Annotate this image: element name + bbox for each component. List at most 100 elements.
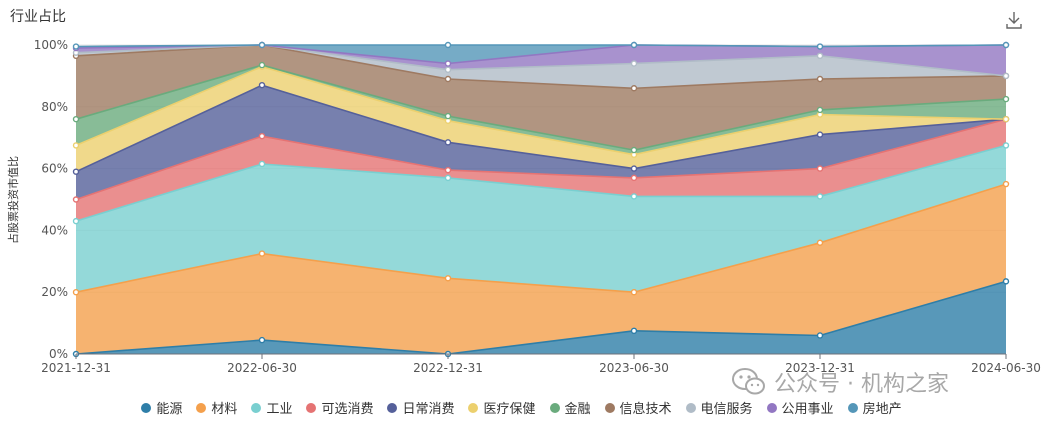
point-工业[interactable] xyxy=(72,217,80,225)
legend-item[interactable]: 可选消费 xyxy=(306,398,373,417)
point-电信服务[interactable] xyxy=(816,52,824,60)
point-医疗保健[interactable] xyxy=(72,142,80,149)
point-日常消费[interactable] xyxy=(630,165,638,172)
legend-marker xyxy=(387,402,398,413)
point-工业[interactable] xyxy=(630,193,638,200)
point-电信服务[interactable] xyxy=(630,60,638,67)
legend-label: 医疗保健 xyxy=(483,402,536,417)
point-材料[interactable] xyxy=(258,250,266,257)
point-公用事业[interactable] xyxy=(444,60,452,67)
line-工业 xyxy=(75,144,1007,222)
point-日常消费[interactable] xyxy=(444,139,452,146)
legend-marker xyxy=(604,402,615,413)
point-能源[interactable] xyxy=(258,336,266,344)
point-金融[interactable] xyxy=(72,115,80,123)
series-lines xyxy=(75,44,1007,355)
point-房地产[interactable] xyxy=(258,41,266,49)
point-材料[interactable] xyxy=(630,289,638,296)
legend-marker xyxy=(306,402,317,413)
legend-item[interactable]: 信息技术 xyxy=(604,398,672,417)
legend-label: 公用事业 xyxy=(781,402,834,417)
point-材料[interactable] xyxy=(444,275,452,282)
watermark: 公众号 · 机构之家 xyxy=(732,366,949,398)
area-金融[interactable] xyxy=(76,65,1006,155)
download-icon[interactable] xyxy=(1004,10,1024,30)
point-电信服务[interactable] xyxy=(444,66,452,73)
legend-label: 房地产 xyxy=(862,402,902,417)
wechat-icon xyxy=(732,368,765,395)
x-tick-label: 2021-12-31 xyxy=(41,361,111,375)
point-能源[interactable] xyxy=(816,332,824,339)
y-tick-label: 40% xyxy=(41,223,68,237)
point-可选消费[interactable] xyxy=(72,196,80,203)
area-信息技术[interactable] xyxy=(76,45,1006,151)
point-可选消费[interactable] xyxy=(816,165,824,172)
x-tick-label: 2022-06-30 xyxy=(227,361,297,375)
point-工业[interactable] xyxy=(1002,142,1010,149)
point-金融[interactable] xyxy=(1002,95,1010,103)
y-tick-label: 60% xyxy=(41,162,68,176)
legend-item[interactable]: 工业 xyxy=(251,398,292,417)
point-房地产[interactable] xyxy=(816,43,824,50)
legend: 能源 材料 工业 可选消费 日常消费 医疗保健 金融 信息技术 电信服务 公用事业 房地产 xyxy=(0,398,1043,417)
legend-marker xyxy=(847,402,858,413)
point-工业[interactable] xyxy=(258,160,266,168)
legend-item[interactable]: 医疗保健 xyxy=(468,398,536,417)
legend-label: 金融 xyxy=(564,402,591,417)
legend-item[interactable]: 能源 xyxy=(141,398,182,417)
point-日常消费[interactable] xyxy=(72,168,80,175)
area-工业[interactable] xyxy=(76,145,1006,293)
point-金融[interactable] xyxy=(630,146,638,154)
line-可选消费 xyxy=(75,118,1007,201)
watermark-text: 公众号 · 机构之家 xyxy=(774,372,949,397)
legend-marker xyxy=(549,402,560,413)
y-tick-label: 100% xyxy=(34,38,68,52)
legend-label: 信息技术 xyxy=(619,402,672,417)
legend-item[interactable]: 日常消费 xyxy=(387,398,454,417)
point-电信服务[interactable] xyxy=(1002,72,1010,80)
point-金融[interactable] xyxy=(816,106,824,114)
point-可选消费[interactable] xyxy=(258,132,266,140)
area-医疗保健[interactable] xyxy=(76,66,1006,172)
legend-marker xyxy=(766,402,777,413)
legend-item[interactable]: 电信服务 xyxy=(685,398,753,417)
point-医疗保健[interactable] xyxy=(1002,115,1010,123)
y-axis-label: 占股票投资市值比 xyxy=(6,156,20,244)
point-日常消费[interactable] xyxy=(258,81,266,89)
point-能源[interactable] xyxy=(630,327,638,335)
point-房地产[interactable] xyxy=(444,41,452,49)
legend-item[interactable]: 材料 xyxy=(196,398,237,417)
legend-label: 电信服务 xyxy=(700,402,753,417)
legend-item[interactable]: 金融 xyxy=(549,398,591,417)
legend-label: 日常消费 xyxy=(402,402,455,417)
point-能源[interactable] xyxy=(1002,278,1010,285)
point-金融[interactable] xyxy=(444,112,452,120)
x-tick-label: 2023-06-30 xyxy=(599,361,669,375)
line-医疗保健 xyxy=(75,65,1007,156)
point-金融[interactable] xyxy=(258,61,266,69)
point-房地产[interactable] xyxy=(72,43,80,50)
point-房地产[interactable] xyxy=(1002,41,1010,49)
area-材料[interactable] xyxy=(76,184,1006,354)
chart-title: 行业占比 xyxy=(10,9,66,25)
point-房地产[interactable] xyxy=(630,41,638,49)
point-信息技术[interactable] xyxy=(444,75,452,83)
area-公用事业[interactable] xyxy=(76,45,1006,76)
y-tick-label: 20% xyxy=(41,285,68,299)
point-材料[interactable] xyxy=(816,239,824,246)
point-材料[interactable] xyxy=(72,289,80,296)
point-可选消费[interactable] xyxy=(630,174,638,182)
point-信息技术[interactable] xyxy=(630,85,638,92)
point-可选消费[interactable] xyxy=(444,166,452,174)
legend-item[interactable]: 公用事业 xyxy=(766,398,834,417)
legend-marker xyxy=(196,402,207,413)
point-工业[interactable] xyxy=(444,174,452,182)
legend-item[interactable]: 房地产 xyxy=(847,398,902,417)
point-信息技术[interactable] xyxy=(816,75,824,83)
point-日常消费[interactable] xyxy=(816,131,824,138)
area-能源[interactable] xyxy=(76,281,1006,354)
axes: 0% 20% 40% 60% 80% 100% 2021-12-31 2022-06-30 20… xyxy=(34,38,1041,375)
point-材料[interactable] xyxy=(1002,180,1010,188)
point-工业[interactable] xyxy=(816,193,824,200)
stacked-area-chart: 0% 20% 40% 60% 80% 100% 2021-12-31 2022-06-30 20… xyxy=(6,38,1041,375)
